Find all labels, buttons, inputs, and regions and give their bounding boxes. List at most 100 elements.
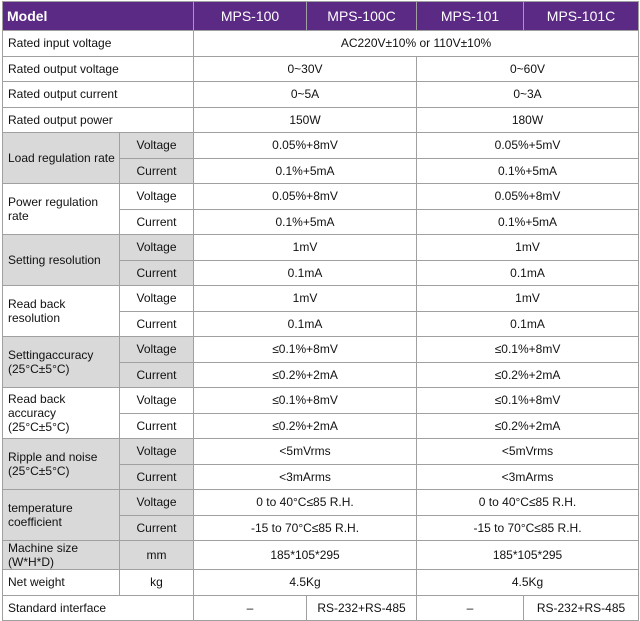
value-cell: 1mV xyxy=(193,285,418,312)
row-label: Read back resolution xyxy=(2,285,120,337)
spec-row: Current 0.1mA 0.1mA xyxy=(3,310,640,337)
sub-label: Voltage xyxy=(118,438,195,465)
spec-row: Settingaccuracy (25°C±5°C) Voltage ≤0.1%+8… xyxy=(2,336,640,388)
value-cell: 0.1mA xyxy=(416,259,640,286)
value-cell: 180W xyxy=(416,106,640,133)
value-cell: 0~30V xyxy=(193,55,418,82)
value-cell: 0~60V xyxy=(416,55,640,82)
row-label: Machine size (W*H*D) xyxy=(2,540,120,570)
sub-label: Current xyxy=(118,514,195,541)
sub-label: Voltage xyxy=(118,336,195,363)
value-cell: 0.1%+5mA xyxy=(416,157,640,184)
value-cell: ≤0.1%+8mV xyxy=(416,387,640,414)
sub-label: Voltage xyxy=(118,183,195,210)
spec-row: Rated output voltage 0~30V 0~60V xyxy=(1,55,640,82)
value-cell: 1mV xyxy=(416,234,640,261)
value-cell: 0~5A xyxy=(193,81,418,108)
value-cell: 0.1%+5mA xyxy=(193,157,418,184)
value-cell: 0 to 40°C≤85 R.H. xyxy=(193,489,418,516)
value-cell: 150W xyxy=(193,106,418,133)
sub-label: Voltage xyxy=(118,489,195,516)
sub-label: Current xyxy=(118,361,195,388)
value-cell: AC220V±10% or 110V±10% xyxy=(193,30,640,57)
spec-row: Current <3mArms <3mArms xyxy=(3,463,640,490)
value-cell: ≤0.2%+2mA xyxy=(416,361,640,388)
row-label: Setting resolution xyxy=(2,234,120,286)
value-cell: <5mVrms xyxy=(416,438,640,465)
value-cell: 0.05%+8mV xyxy=(193,132,418,159)
value-cell: -15 to 70°C≤85 R.H. xyxy=(193,514,418,541)
spec-row: Rated output current 0~5A 0~3A xyxy=(1,81,640,108)
value-cell: ≤0.2%+2mA xyxy=(193,361,418,388)
row-label: Ripple and noise (25°C±5°C) xyxy=(2,438,120,490)
sub-label: Current xyxy=(118,208,195,235)
sub-label: mm xyxy=(118,540,195,570)
spec-row: temperature coefficient Voltage 0 to 40°C≤… xyxy=(2,489,640,541)
spec-row: Current ≤0.2%+2mA ≤0.2%+2mA xyxy=(3,361,640,388)
spec-row: Current ≤0.2%+2mA ≤0.2%+2mA xyxy=(3,412,640,439)
model-name: MPS-101 xyxy=(416,1,525,31)
row-label: Read back accuracy (25°C±5°C) xyxy=(2,387,120,439)
value-cell: -15 to 70°C≤85 R.H. xyxy=(416,514,640,541)
value-cell: <5mVrms xyxy=(193,438,418,465)
row-label: Net weight xyxy=(2,569,120,596)
row-label: Rated input voltage xyxy=(1,30,195,57)
table-body: Rated input voltage AC220V±10% or 110V±10… xyxy=(1,30,640,621)
sub-label: Voltage xyxy=(118,285,195,312)
sub-label: Current xyxy=(118,259,195,286)
value-cell: ≤0.2%+2mA xyxy=(416,412,640,439)
value-cell: 4.5Kg xyxy=(193,569,418,596)
value-cell: 0 to 40°C≤85 R.H. xyxy=(416,489,640,516)
model-name: MPS-100 xyxy=(193,1,308,31)
model-name: MPS-101C xyxy=(523,1,640,31)
sub-label: Voltage xyxy=(118,132,195,159)
header-row: Model MPS-100 MPS-100C MPS-101 MPS-101C xyxy=(1,1,640,31)
spec-row: Read back accuracy (25°C±5°C) Voltage ≤0.1… xyxy=(2,387,640,439)
spec-row: Read back resolution Voltage 1mV 1mV xyxy=(2,285,640,337)
model-name: MPS-100C xyxy=(306,1,418,31)
spec-row: Load regulation rate Voltage 0.05%+8mV 0.05… xyxy=(2,132,640,184)
spec-row: Power regulation rate Voltage 0.05%+8mV 0.0… xyxy=(2,183,640,235)
header-label: Model xyxy=(1,1,195,31)
spec-row: Ripple and noise (25°C±5°C) Voltage <5mVrm… xyxy=(2,438,640,490)
sub-label: Voltage xyxy=(118,234,195,261)
value-cell: ≤0.1%+8mV xyxy=(193,387,418,414)
sub-label: Current xyxy=(118,463,195,490)
spec-row: Rated input voltage AC220V±10% or 110V±10… xyxy=(1,30,640,57)
value-cell: 0.1mA xyxy=(193,259,418,286)
value-cell: 0~3A xyxy=(416,81,640,108)
value-cell: 1mV xyxy=(193,234,418,261)
spec-row: Current 0.1%+5mA 0.1%+5mA xyxy=(3,208,640,235)
sub-label: Current xyxy=(118,310,195,337)
sub-label: Current xyxy=(118,157,195,184)
spec-row: Setting resolution Voltage 1mV 1mV xyxy=(2,234,640,286)
value-cell: 185*105*295 xyxy=(193,540,418,570)
value-cell: 0.1%+5mA xyxy=(193,208,418,235)
value-cell: ≤0.2%+2mA xyxy=(193,412,418,439)
sub-label: kg xyxy=(118,569,195,596)
value-cell: 0.05%+8mV xyxy=(193,183,418,210)
row-label: Rated output voltage xyxy=(1,55,195,82)
value-cell: 0.05%+5mV xyxy=(416,132,640,159)
sub-label: Voltage xyxy=(118,387,195,414)
value-cell: 0.1mA xyxy=(193,310,418,337)
value-cell: 0.1%+5mA xyxy=(416,208,640,235)
value-cell: 185*105*295 xyxy=(416,540,640,570)
sub-label: Current xyxy=(118,412,195,439)
spec-row: Rated output power 150W 180W xyxy=(1,106,640,133)
spec-row: Current 0.1mA 0.1mA xyxy=(3,259,640,286)
value-cell: 4.5Kg xyxy=(416,569,640,596)
row-label: Rated output current xyxy=(1,81,195,108)
value-cell: 1mV xyxy=(416,285,640,312)
spec-row: Net weight kg 4.5Kg 4.5Kg xyxy=(2,569,640,596)
row-label: Load regulation rate xyxy=(2,132,120,184)
value-cell: <3mArms xyxy=(416,463,640,490)
value-cell: ≤0.1%+8mV xyxy=(416,336,640,363)
value-cell: <3mArms xyxy=(193,463,418,490)
row-label: Settingaccuracy (25°C±5°C) xyxy=(2,336,120,388)
value-cell: 0.1mA xyxy=(416,310,640,337)
spec-row: Current 0.1%+5mA 0.1%+5mA xyxy=(3,157,640,184)
row-label: Rated output power xyxy=(1,106,195,133)
